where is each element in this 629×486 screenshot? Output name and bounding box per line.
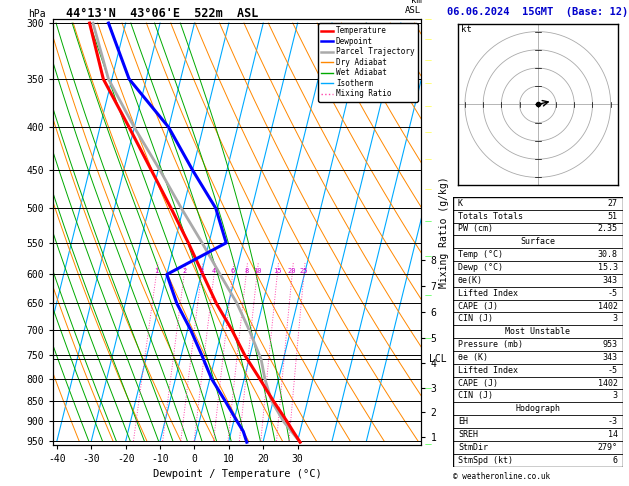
Text: —: —: [425, 57, 431, 64]
Text: hPa: hPa: [28, 9, 45, 19]
Text: StmSpd (kt): StmSpd (kt): [458, 456, 513, 465]
Text: —: —: [425, 218, 431, 224]
Text: km
ASL: km ASL: [405, 0, 421, 15]
Text: θe(K): θe(K): [458, 276, 483, 285]
Text: 27: 27: [608, 199, 618, 208]
Text: 15: 15: [273, 268, 282, 275]
Text: K: K: [458, 199, 463, 208]
Text: Totals Totals: Totals Totals: [458, 211, 523, 221]
Text: —: —: [425, 80, 431, 86]
Text: —: —: [425, 292, 431, 298]
Text: 4: 4: [212, 268, 216, 275]
Text: 953: 953: [603, 340, 618, 349]
Text: Lifted Index: Lifted Index: [458, 366, 518, 375]
Text: 15.3: 15.3: [598, 263, 618, 272]
Text: 20: 20: [288, 268, 296, 275]
X-axis label: Dewpoint / Temperature (°C): Dewpoint / Temperature (°C): [153, 469, 322, 479]
Text: 1402: 1402: [598, 379, 618, 387]
Text: Dewp (°C): Dewp (°C): [458, 263, 503, 272]
Text: 06.06.2024  15GMT  (Base: 12): 06.06.2024 15GMT (Base: 12): [447, 7, 628, 17]
Text: 10: 10: [253, 268, 261, 275]
Text: CAPE (J): CAPE (J): [458, 301, 498, 311]
Text: 3: 3: [199, 268, 204, 275]
Text: -5: -5: [608, 366, 618, 375]
Text: Lifted Index: Lifted Index: [458, 289, 518, 297]
Text: kt: kt: [461, 25, 472, 34]
Text: 44°13'N  43°06'E  522m  ASL: 44°13'N 43°06'E 522m ASL: [66, 7, 259, 20]
Text: LCL: LCL: [429, 354, 447, 364]
Text: 30.8: 30.8: [598, 250, 618, 259]
Text: 3: 3: [613, 391, 618, 400]
Text: SREH: SREH: [458, 430, 478, 439]
Text: -5: -5: [608, 289, 618, 297]
Text: 6: 6: [613, 456, 618, 465]
Text: 1402: 1402: [598, 301, 618, 311]
Text: EH: EH: [458, 417, 468, 426]
Text: Hodograph: Hodograph: [515, 404, 560, 413]
Text: —: —: [425, 129, 431, 135]
Text: 279°: 279°: [598, 443, 618, 452]
Text: Pressure (mb): Pressure (mb): [458, 340, 523, 349]
Text: —: —: [425, 104, 431, 110]
Text: —: —: [425, 253, 431, 259]
Text: θe (K): θe (K): [458, 353, 488, 362]
Text: 343: 343: [603, 276, 618, 285]
Text: 3: 3: [613, 314, 618, 323]
Legend: Temperature, Dewpoint, Parcel Trajectory, Dry Adiabat, Wet Adiabat, Isotherm, Mi: Temperature, Dewpoint, Parcel Trajectory…: [318, 23, 418, 102]
Text: -3: -3: [608, 417, 618, 426]
Text: 25: 25: [299, 268, 308, 275]
Text: CIN (J): CIN (J): [458, 391, 493, 400]
Text: 2: 2: [182, 268, 186, 275]
Text: CIN (J): CIN (J): [458, 314, 493, 323]
Text: StmDir: StmDir: [458, 443, 488, 452]
Text: Most Unstable: Most Unstable: [505, 327, 571, 336]
Text: Surface: Surface: [520, 237, 555, 246]
Text: —: —: [425, 335, 431, 342]
Text: 1: 1: [154, 268, 159, 275]
Text: —: —: [425, 36, 431, 42]
Text: —: —: [425, 442, 431, 448]
Text: —: —: [425, 186, 431, 192]
Text: © weatheronline.co.uk: © weatheronline.co.uk: [453, 472, 550, 481]
Text: PW (cm): PW (cm): [458, 225, 493, 233]
Y-axis label: Mixing Ratio (g/kg): Mixing Ratio (g/kg): [439, 176, 449, 288]
Text: CAPE (J): CAPE (J): [458, 379, 498, 387]
Text: —: —: [425, 156, 431, 162]
Text: —: —: [425, 385, 431, 391]
Text: 8: 8: [244, 268, 248, 275]
Text: 14: 14: [608, 430, 618, 439]
Text: 51: 51: [608, 211, 618, 221]
Text: 6: 6: [230, 268, 235, 275]
Text: Temp (°C): Temp (°C): [458, 250, 503, 259]
Text: 343: 343: [603, 353, 618, 362]
Text: 2.35: 2.35: [598, 225, 618, 233]
Text: —: —: [425, 17, 431, 22]
